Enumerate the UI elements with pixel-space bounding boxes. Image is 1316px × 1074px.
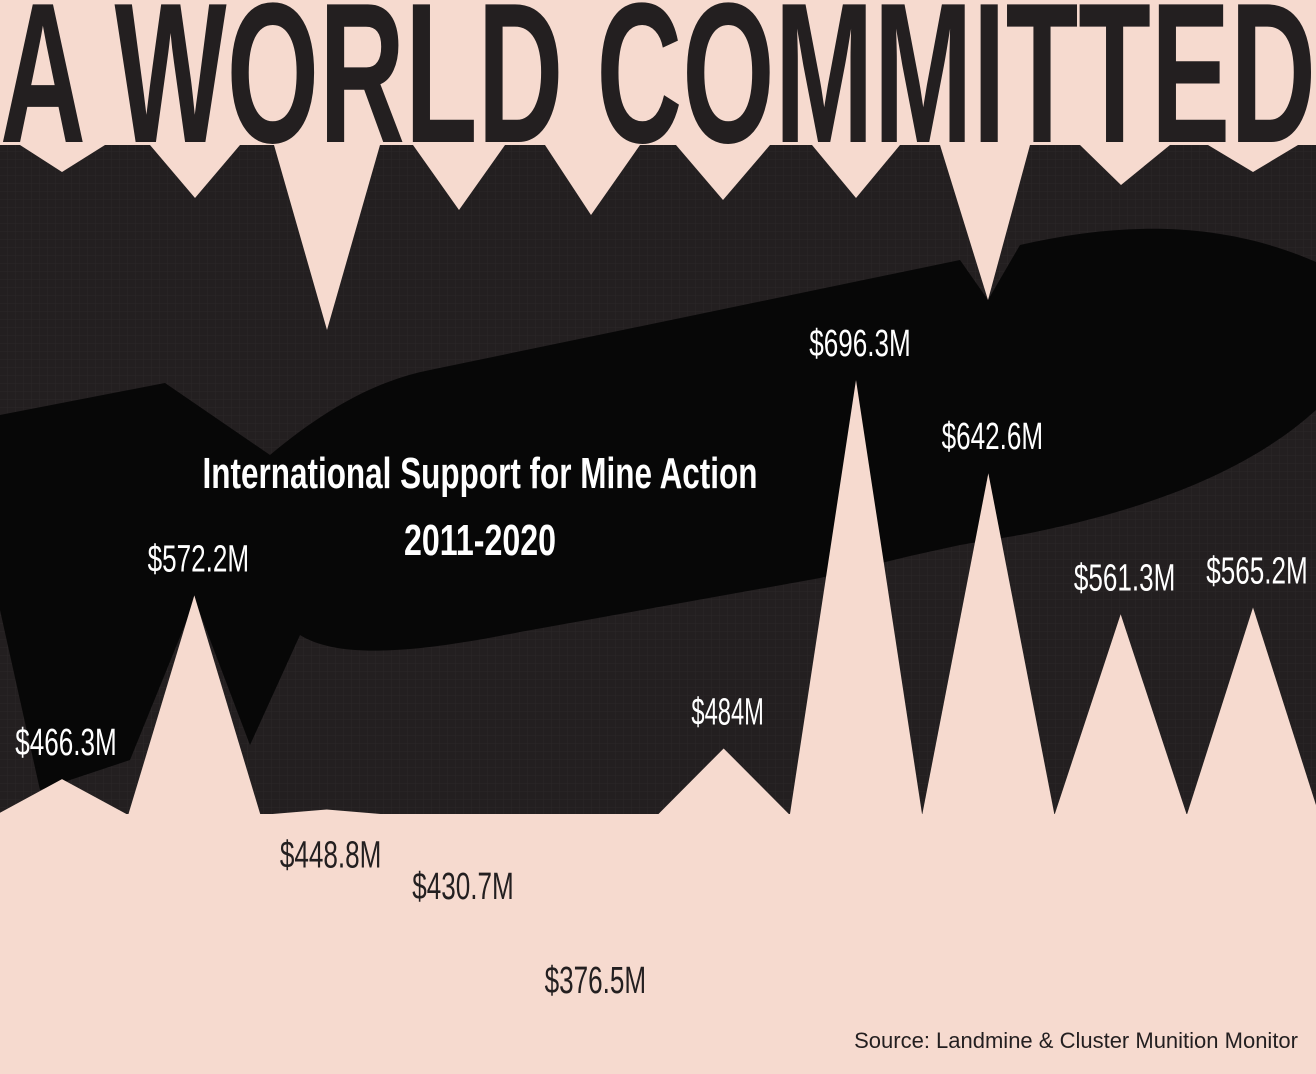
value-label: $466.3M <box>15 722 117 764</box>
peak <box>1054 614 1187 815</box>
value-label: $448.8M <box>280 835 382 877</box>
peak <box>0 779 129 815</box>
period: 2011-2020 <box>404 516 556 565</box>
base-area <box>0 814 1316 1074</box>
bomb-shape <box>0 228 1316 791</box>
peak <box>260 809 393 815</box>
peak <box>657 748 790 815</box>
peak <box>525 815 658 935</box>
value-label: $572.2M <box>148 538 250 580</box>
value-label: $565.2M <box>1206 551 1308 593</box>
peak <box>128 595 261 815</box>
value-label: $561.3M <box>1074 557 1176 599</box>
top-band <box>0 0 1316 330</box>
peak <box>1186 607 1316 815</box>
subtitle: International Support for Mine Action <box>203 449 758 498</box>
value-label: $484M <box>691 691 764 733</box>
value-label: $696.3M <box>809 323 911 365</box>
value-label: $430.7M <box>412 866 514 908</box>
peak <box>922 473 1055 815</box>
chart-title: A WORLD COMMITTED <box>0 0 1316 185</box>
peak <box>392 815 526 841</box>
value-label: $376.5M <box>545 960 647 1002</box>
source: Source: Landmine & Cluster Munition Moni… <box>854 1028 1298 1053</box>
value-label: $642.6M <box>942 416 1044 458</box>
peak <box>789 380 923 815</box>
